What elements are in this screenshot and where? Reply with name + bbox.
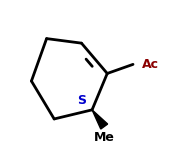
Text: S: S [77,94,86,107]
Text: Me: Me [94,131,115,144]
Polygon shape [92,110,108,129]
Text: Ac: Ac [142,58,159,71]
